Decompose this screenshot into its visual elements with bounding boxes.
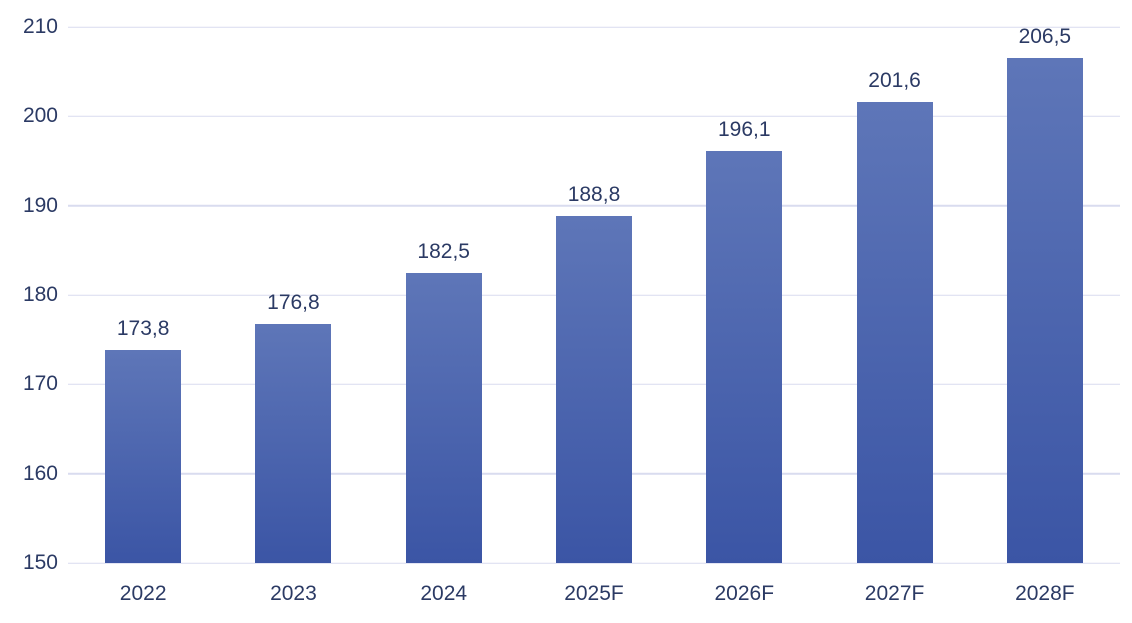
bar-2022 [105, 350, 182, 563]
y-axis-tick-label: 170 [22, 372, 58, 396]
x-axis-tick-label: 2026F [714, 582, 775, 605]
gridline [68, 115, 1120, 118]
bar-group-2024: 182,5 [369, 27, 519, 563]
y-axis-tick-label: 190 [22, 193, 58, 217]
x-axis-tick-label: 2022 [119, 582, 167, 605]
bar-value-label: 206,5 [1018, 25, 1072, 49]
bar-group-2023: 176,8 [218, 27, 368, 563]
y-axis-tick-label: 180 [22, 283, 58, 306]
bar-value-label: 173,8 [116, 317, 170, 341]
bar-value-label: 188,8 [567, 183, 621, 207]
bar-2027F [856, 102, 933, 563]
gridline [68, 204, 1120, 207]
bar-value-label: 196,1 [718, 118, 771, 142]
bar-2025F [555, 216, 632, 563]
bar-group-2026F: 196,1 [669, 27, 819, 563]
bar-group-2027F: 201,6 [819, 27, 969, 563]
bar-value-label: 201,6 [868, 69, 921, 93]
y-axis-tick-label: 160 [22, 461, 58, 485]
bar-2026F [706, 151, 783, 563]
x-axis-tick-label: 2024 [420, 582, 468, 605]
x-axis-tick-label: 2028F [1015, 582, 1075, 605]
x-axis-tick-label: 2023 [270, 582, 317, 605]
bar-2028F [1006, 58, 1083, 563]
x-axis-tick-label: 2025F [564, 582, 624, 605]
bar-group-2025F: 188,8 [519, 27, 669, 563]
gridline [68, 26, 1120, 28]
bar-group-2028F: 206,5 [970, 25, 1120, 563]
bar-group-2022: 173,8 [68, 27, 218, 563]
bar-2023 [255, 323, 332, 563]
y-axis-tick-label: 200 [22, 104, 58, 128]
gridline [68, 562, 1120, 564]
y-axis-tick-label: 210 [22, 15, 58, 38]
plot-area: 173,8 176,8 182,5 188,8 196,1 201,6 206,5 [68, 25, 1120, 564]
x-axis-tick-label: 2027F [864, 582, 925, 605]
x-axis: 2022 2023 2024 2025F 2026F 2027F 2028F [0, 582, 1132, 606]
y-axis-tick-label: 150 [22, 551, 58, 574]
bar-2024 [405, 272, 482, 563]
bar-value-label: 182,5 [417, 239, 470, 263]
bar-value-label: 176,8 [267, 290, 320, 314]
